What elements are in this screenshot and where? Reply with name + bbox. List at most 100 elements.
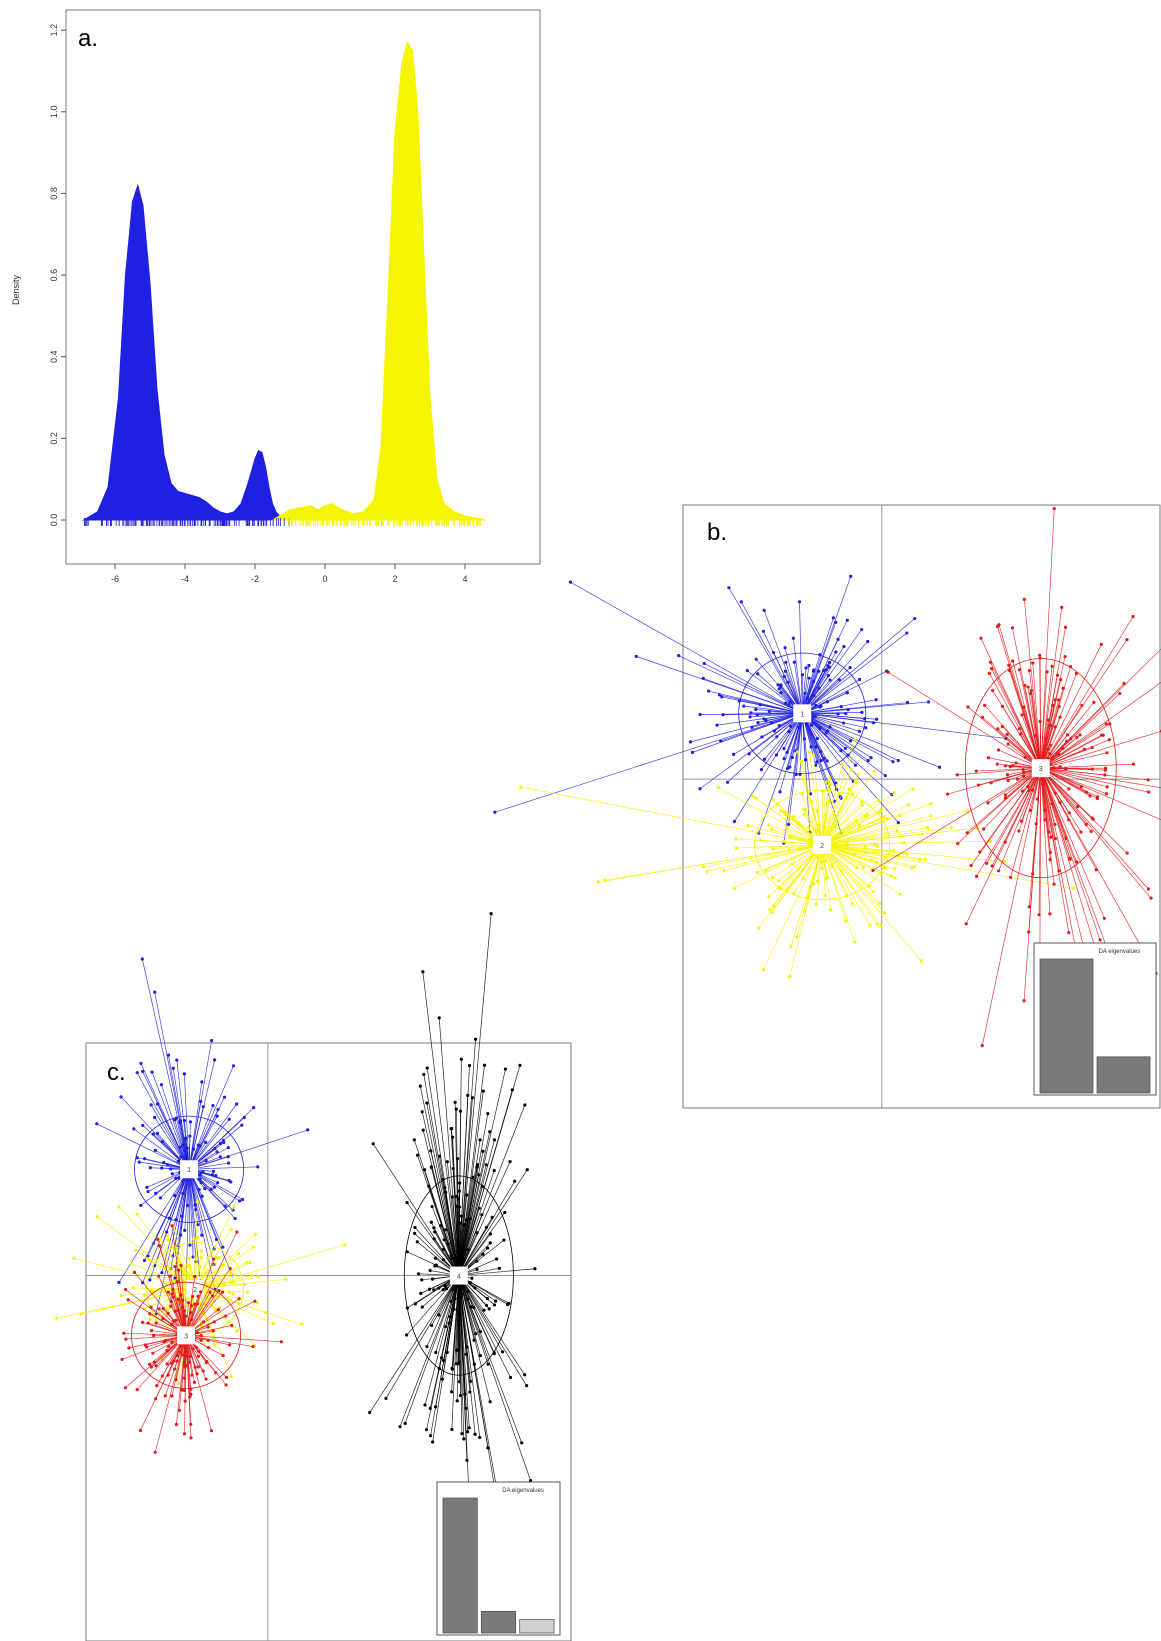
- cluster-blue-point: [154, 1191, 158, 1195]
- cluster-yellow-link: [822, 844, 907, 855]
- cluster-red-point: [177, 1298, 181, 1302]
- cluster-red-point: [156, 1237, 160, 1241]
- cluster-red-point: [122, 1331, 126, 1335]
- cluster-red-link: [982, 717, 1041, 769]
- cluster-blue-link: [189, 1166, 258, 1170]
- cluster-yellow-link: [56, 1288, 196, 1319]
- cluster-red-point: [144, 1345, 149, 1349]
- cluster-red-point: [196, 1365, 200, 1369]
- cluster-black-point: [508, 1375, 513, 1380]
- cluster-red-point: [987, 671, 991, 675]
- cluster-black-point: [413, 1302, 417, 1306]
- cluster-red-link: [966, 767, 1041, 834]
- cluster-blue-point: [252, 1106, 256, 1110]
- cluster-red-point: [170, 1292, 174, 1296]
- cluster-black-link: [458, 1089, 513, 1276]
- cluster-blue-link: [801, 713, 811, 794]
- cluster-yellow-point: [811, 753, 816, 757]
- cluster-black-link: [458, 913, 492, 1276]
- cluster-blue-point: [834, 650, 838, 654]
- cluster-red-point: [189, 1310, 193, 1315]
- cluster-blue-link: [188, 1169, 197, 1262]
- cluster-red-link: [1040, 768, 1070, 933]
- cluster-black-point: [464, 1406, 468, 1410]
- cluster-red-point: [991, 688, 995, 693]
- cluster-black-point: [520, 1441, 524, 1445]
- cluster-red-point: [1045, 670, 1049, 674]
- cluster-yellow-point: [851, 792, 855, 796]
- panel-c-dapc-scatter: c. 1 2 3 4 DA eigenvalues: [54, 911, 572, 1641]
- cluster-blue-link: [747, 670, 803, 714]
- cluster-blue-point: [860, 627, 864, 632]
- cluster-blue-point: [818, 726, 822, 730]
- panel-a-x-ticks: -6 -4 -2 0 2 4: [111, 564, 468, 584]
- cluster-blue-point: [155, 1131, 160, 1135]
- cluster-yellow-point: [910, 866, 914, 870]
- cluster-red-point: [176, 1268, 181, 1272]
- cluster-red-link: [1040, 679, 1062, 769]
- cluster-red-link: [1040, 734, 1104, 769]
- cluster-red-point: [966, 705, 970, 709]
- cluster-yellow-point: [858, 823, 862, 827]
- cluster-blue-point: [787, 702, 791, 707]
- cluster-blue-label: 1: [800, 711, 804, 718]
- cluster-black-point: [501, 1350, 505, 1354]
- cluster-yellow-point: [164, 1314, 169, 1318]
- cluster-black-point: [405, 1250, 409, 1254]
- cluster-black-point: [368, 1410, 372, 1415]
- cluster-blue-link: [96, 1123, 190, 1170]
- cluster-black-point: [405, 1201, 409, 1205]
- cluster-yellow-point: [912, 864, 917, 869]
- cluster-black-point: [464, 1352, 468, 1356]
- cluster-blue-link: [140, 1063, 190, 1170]
- eigenvalue-bar: [442, 1497, 478, 1634]
- cluster-red-point: [195, 1302, 200, 1306]
- cluster-black-point: [492, 1168, 496, 1173]
- cluster-red-point: [1063, 625, 1068, 629]
- panel-a-y-tick-label: 0.0: [49, 514, 59, 527]
- cluster-red-point: [981, 715, 985, 719]
- panel-a-density-plot: a. Density 0.0 0.2 0.4 0.6 0.8 1.0 1.2 -6 -4 -2 0…: [11, 9, 541, 584]
- cluster-black-link: [424, 1275, 460, 1406]
- cluster-red-point: [1125, 851, 1129, 855]
- panel-a-x-tick-label: 0: [322, 574, 327, 584]
- cluster-blue-link: [802, 632, 908, 714]
- cluster-red-link: [1040, 673, 1077, 769]
- cluster-red-link: [1040, 767, 1161, 821]
- cluster-black-link: [426, 1275, 460, 1347]
- cluster-red-point: [220, 1290, 225, 1294]
- cluster-red-point: [1103, 766, 1108, 770]
- cluster-red-point: [182, 1432, 187, 1436]
- cluster-red-point: [1017, 727, 1022, 731]
- cluster-red-point: [155, 1384, 159, 1388]
- cluster-red-link: [1040, 767, 1108, 788]
- cluster-blue-point: [778, 790, 782, 794]
- panel-b-eigenvalue-inset: DA eigenvalues: [1033, 942, 1157, 1096]
- cluster-blue-point: [221, 1245, 225, 1249]
- cluster-black-link: [445, 1192, 460, 1276]
- cluster-blue-link: [755, 658, 803, 714]
- cluster-blue-link: [188, 1103, 237, 1170]
- cluster-yellow-point: [195, 1200, 199, 1204]
- cluster-red-link: [1040, 607, 1063, 769]
- cluster-red-point: [168, 1274, 173, 1278]
- cluster-blue-point: [159, 1083, 163, 1087]
- cluster-blue-point: [222, 1141, 226, 1145]
- cluster-blue-point: [857, 677, 862, 682]
- cluster-red-point: [170, 1224, 174, 1228]
- cluster-yellow-point: [767, 894, 771, 898]
- cluster-yellow-link: [194, 1234, 256, 1290]
- cluster-red-point: [221, 1353, 225, 1358]
- cluster-black-point: [523, 1103, 527, 1107]
- cluster-black-point: [478, 1435, 482, 1440]
- cluster-black-point: [486, 1246, 490, 1250]
- cluster-yellow-point: [221, 1263, 225, 1267]
- cluster-blue-point: [732, 819, 737, 824]
- cluster-black-point: [438, 1224, 443, 1228]
- cluster-red-point: [138, 1428, 143, 1433]
- cluster-black-point: [465, 1458, 469, 1462]
- panel-a-density-yellow: [270, 41, 487, 521]
- cluster-blue-point: [825, 759, 829, 763]
- cluster-black-point: [480, 1213, 484, 1217]
- cluster-yellow-point: [232, 1204, 236, 1209]
